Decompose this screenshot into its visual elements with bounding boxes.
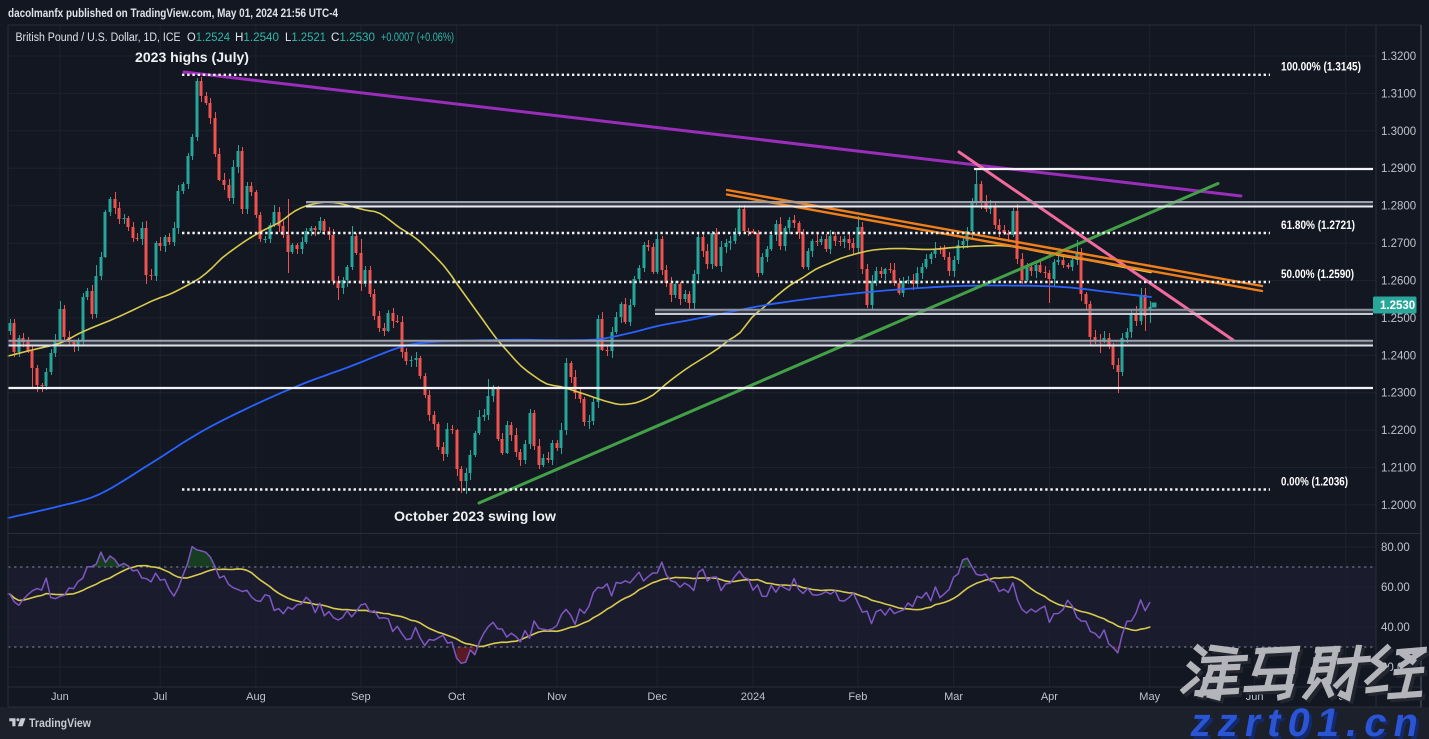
svg-text:1.2500: 1.2500 bbox=[1381, 313, 1416, 325]
svg-text:40.00: 40.00 bbox=[1381, 622, 1410, 634]
svg-text:British Pound / U.S. Dollar, 1: British Pound / U.S. Dollar, 1D, ICE bbox=[16, 32, 181, 44]
svg-text:Jun: Jun bbox=[51, 691, 69, 703]
svg-text:zzrt01.cn: zzrt01.cn bbox=[1187, 700, 1429, 739]
svg-text:1.3100: 1.3100 bbox=[1381, 88, 1416, 100]
svg-text:O1.2524: O1.2524 bbox=[187, 32, 231, 44]
svg-text:1.2700: 1.2700 bbox=[1381, 238, 1416, 250]
svg-text:1.2300: 1.2300 bbox=[1381, 388, 1416, 400]
svg-text:1.3200: 1.3200 bbox=[1381, 51, 1416, 63]
svg-text:0.00% (1.2036): 0.00% (1.2036) bbox=[1281, 477, 1348, 489]
svg-text:1.2530: 1.2530 bbox=[1380, 300, 1415, 312]
svg-text:Jul: Jul bbox=[153, 691, 167, 703]
svg-text:Aug: Aug bbox=[246, 691, 266, 703]
svg-text:1.2400: 1.2400 bbox=[1381, 350, 1416, 362]
svg-text:50.00% (1.2590): 50.00% (1.2590) bbox=[1281, 269, 1354, 281]
svg-text:C1.2530: C1.2530 bbox=[331, 32, 375, 44]
svg-text:61.80% (1.2721): 61.80% (1.2721) bbox=[1281, 220, 1355, 232]
svg-text:1.2200: 1.2200 bbox=[1381, 425, 1416, 437]
svg-text:80.00: 80.00 bbox=[1381, 542, 1410, 554]
svg-text:zzrt01.cn: zzrt01.cn bbox=[1190, 703, 1429, 739]
svg-text:May: May bbox=[1139, 691, 1160, 703]
svg-text:dacolmanfx published on Tradin: dacolmanfx published on TradingView.com,… bbox=[8, 8, 339, 20]
svg-text:Oct: Oct bbox=[448, 691, 465, 703]
svg-text:100.00% (1.3145): 100.00% (1.3145) bbox=[1281, 62, 1361, 74]
svg-text:Apr: Apr bbox=[1041, 691, 1058, 703]
svg-text:Dec: Dec bbox=[647, 691, 667, 703]
svg-text:1.3000: 1.3000 bbox=[1381, 126, 1416, 138]
svg-text:+0.0007 (+0.06%): +0.0007 (+0.06%) bbox=[381, 32, 454, 44]
svg-text:1.2800: 1.2800 bbox=[1381, 201, 1416, 213]
svg-text:Nov: Nov bbox=[547, 691, 567, 703]
svg-text:October 2023 swing low: October 2023 swing low bbox=[394, 509, 557, 524]
svg-text:2024: 2024 bbox=[741, 691, 765, 703]
svg-text:Sep: Sep bbox=[351, 691, 371, 703]
svg-text:2023 highs (July): 2023 highs (July) bbox=[135, 50, 249, 65]
svg-text:1.2600: 1.2600 bbox=[1381, 276, 1416, 288]
svg-text:H1.2540: H1.2540 bbox=[235, 32, 279, 44]
svg-text:1.2100: 1.2100 bbox=[1381, 463, 1416, 475]
svg-text:1.2900: 1.2900 bbox=[1381, 163, 1416, 175]
svg-text:Mar: Mar bbox=[944, 691, 963, 703]
svg-text:60.00: 60.00 bbox=[1381, 582, 1410, 594]
svg-text:Feb: Feb bbox=[848, 691, 867, 703]
svg-text:TradingView: TradingView bbox=[29, 716, 92, 730]
svg-text:L1.2521: L1.2521 bbox=[285, 32, 326, 44]
svg-text:1.2000: 1.2000 bbox=[1381, 500, 1416, 512]
